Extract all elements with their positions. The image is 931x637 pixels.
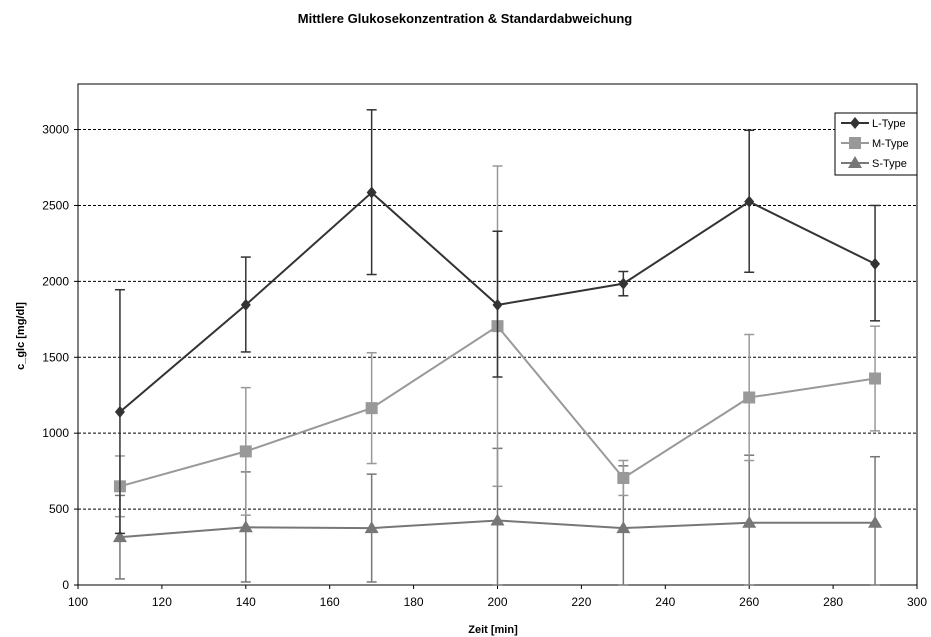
- x-tick-label: 100: [68, 595, 88, 609]
- y-tick-label: 1500: [42, 350, 69, 364]
- data-point: [239, 445, 252, 458]
- series-layer: [112, 109, 883, 586]
- data-point: [742, 515, 757, 528]
- y-axis: 0 500 1000 1500 2000 2500 3000: [42, 123, 78, 592]
- y-tick-label: 2000: [42, 274, 69, 288]
- legend-label: S-Type: [872, 158, 907, 170]
- data-point: [618, 277, 629, 290]
- y-tick-label: 1000: [42, 426, 69, 440]
- series-l-type: [114, 109, 881, 535]
- data-point: [617, 471, 630, 484]
- x-tick-label: 140: [236, 595, 256, 609]
- x-tick-label: 260: [739, 595, 759, 609]
- data-point: [870, 257, 881, 270]
- x-axis-label: Zeit [min]: [468, 624, 518, 636]
- legend-marker: [849, 137, 861, 149]
- y-tick-label: 2500: [42, 198, 69, 212]
- y-tick-label: 500: [49, 502, 69, 516]
- data-point: [616, 521, 631, 534]
- x-tick-label: 160: [320, 595, 340, 609]
- x-tick-label: 180: [404, 595, 424, 609]
- y-axis-label: c_glc [mg/dl]: [15, 302, 27, 370]
- data-point: [366, 186, 377, 199]
- x-tick-label: 200: [487, 595, 507, 609]
- data-point: [490, 513, 505, 526]
- x-tick-label: 280: [823, 595, 843, 609]
- data-point: [114, 405, 125, 418]
- series-s-type: [112, 447, 883, 586]
- data-point: [364, 521, 379, 534]
- data-point: [869, 372, 882, 385]
- y-tick-label: 3000: [42, 123, 69, 137]
- x-axis: 100 120 140 160 180 200 220 240 260 280 300: [68, 585, 927, 609]
- data-point: [240, 298, 251, 311]
- data-point: [868, 515, 883, 528]
- data-point: [744, 195, 755, 208]
- legend-label: L-Type: [872, 118, 906, 130]
- chart-title: Mittlere Glukosekonzentration & Standard…: [298, 11, 632, 26]
- legend-label: M-Type: [872, 138, 909, 150]
- data-point: [112, 530, 127, 543]
- legend: L-Type M-Type S-Type: [834, 112, 918, 176]
- data-point: [743, 391, 756, 404]
- y-tick-label: 0: [62, 578, 69, 592]
- x-tick-label: 220: [571, 595, 591, 609]
- legend-marker: [850, 117, 860, 129]
- legend-marker: [848, 156, 862, 168]
- x-tick-label: 120: [152, 595, 172, 609]
- x-tick-label: 240: [655, 595, 675, 609]
- data-point: [365, 402, 378, 415]
- data-point: [238, 520, 253, 533]
- x-tick-label: 300: [907, 595, 927, 609]
- data-point: [492, 298, 503, 311]
